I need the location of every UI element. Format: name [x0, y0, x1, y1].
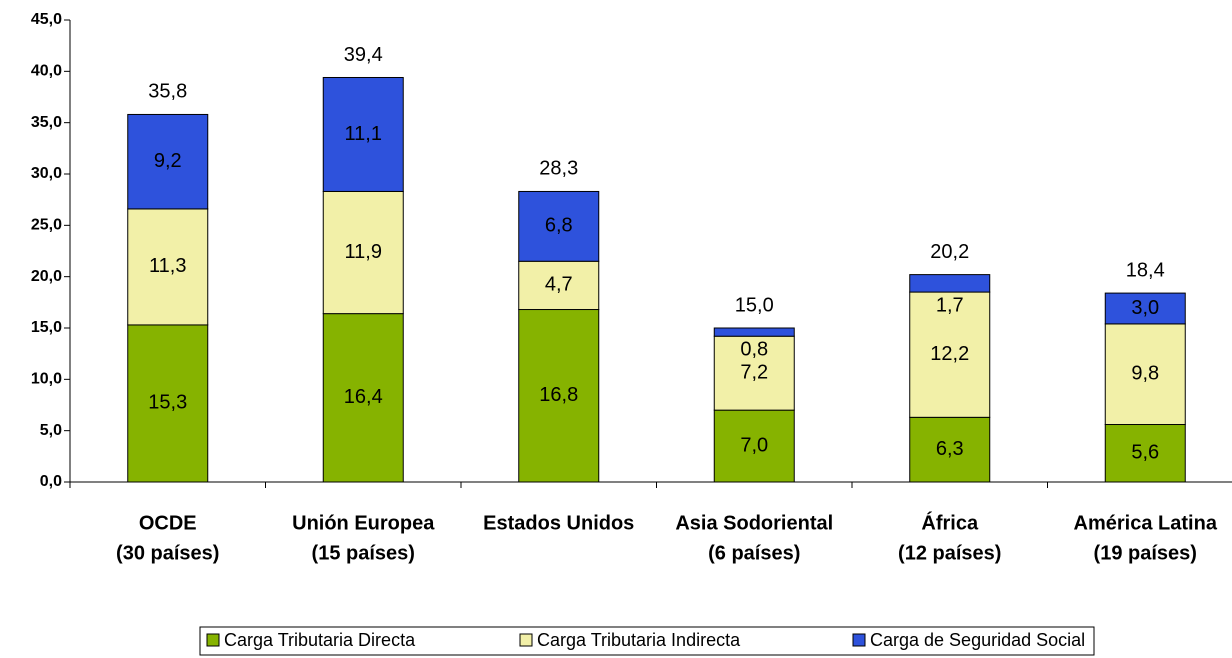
total-label: 15,0	[735, 294, 774, 316]
value-label: 11,1	[345, 123, 382, 145]
value-label: 1,7	[936, 294, 964, 316]
bar-segment	[518, 190, 600, 262]
y-tick-label: 25,0	[31, 217, 62, 234]
total-label: 35,8	[148, 81, 187, 103]
total-label: 20,2	[930, 241, 969, 263]
y-tick-label: 40,0	[31, 63, 62, 80]
bar-segment	[909, 291, 991, 418]
legend-swatch	[206, 633, 220, 647]
total-label: 18,4	[1126, 259, 1165, 281]
value-label: 16,8	[539, 384, 578, 406]
value-label: 11,9	[345, 241, 382, 263]
value-label: 7,2	[740, 361, 768, 383]
y-tick-label: 45,0	[31, 11, 62, 28]
bar-segment	[518, 260, 600, 311]
x-tick-label: (30 países)	[116, 542, 219, 564]
y-tick-label: 30,0	[31, 165, 62, 182]
y-tick-label: 0,0	[40, 473, 62, 490]
legend-label: Carga Tributaria Indirecta	[537, 630, 741, 650]
bar-segment	[1104, 292, 1186, 325]
bar-segment	[1104, 424, 1186, 483]
y-tick-label: 15,0	[31, 319, 62, 336]
y-tick-label: 35,0	[31, 114, 62, 131]
legend-label: Carga de Seguridad Social	[870, 630, 1085, 650]
total-label: 28,3	[539, 158, 578, 180]
legend-label: Carga Tributaria Directa	[224, 630, 416, 650]
bar-segment	[1104, 323, 1186, 426]
bar-segment	[127, 113, 209, 210]
value-label: 11,3	[149, 255, 186, 277]
bar-segment	[713, 327, 795, 337]
bar-segment	[518, 309, 600, 483]
y-tick-label: 10,0	[31, 371, 62, 388]
value-label: 6,3	[936, 438, 964, 460]
x-tick-label: Estados Unidos	[483, 512, 634, 534]
x-tick-label: África	[921, 511, 979, 534]
y-tick-label: 20,0	[31, 268, 62, 285]
x-tick-label: Asia Sodoriental	[675, 512, 833, 534]
value-label: 16,4	[344, 386, 383, 408]
value-label: 12,2	[930, 343, 969, 365]
bar-segment	[322, 190, 404, 315]
x-tick-label: OCDE	[139, 512, 197, 534]
bar-segment	[909, 274, 991, 293]
legend-box	[199, 626, 1095, 656]
x-tick-label: (12 países)	[898, 542, 1001, 564]
value-label: 3,0	[1131, 297, 1159, 319]
value-label: 5,6	[1131, 442, 1159, 464]
value-label: 4,7	[545, 274, 573, 296]
bar-segment	[322, 313, 404, 483]
value-label: 0,8	[740, 338, 768, 360]
bar-segment	[909, 416, 991, 483]
value-label: 9,8	[1131, 362, 1159, 384]
x-tick-label: Unión Europea	[292, 512, 435, 534]
x-tick-label: (15 países)	[312, 542, 415, 564]
legend-swatch	[519, 633, 533, 647]
bar-segment	[713, 409, 795, 483]
y-tick-label: 5,0	[40, 422, 62, 439]
x-tick-label: (6 países)	[708, 542, 800, 564]
value-label: 9,2	[154, 150, 182, 172]
bar-segment	[713, 335, 795, 411]
value-label: 6,8	[545, 215, 573, 237]
x-tick-label: América Latina	[1074, 512, 1218, 534]
value-label: 7,0	[740, 434, 768, 456]
value-label: 15,3	[148, 392, 187, 414]
bar-segment	[322, 76, 404, 192]
legend-swatch	[852, 633, 866, 647]
total-label: 39,4	[344, 44, 383, 66]
x-tick-label: (19 países)	[1094, 542, 1197, 564]
